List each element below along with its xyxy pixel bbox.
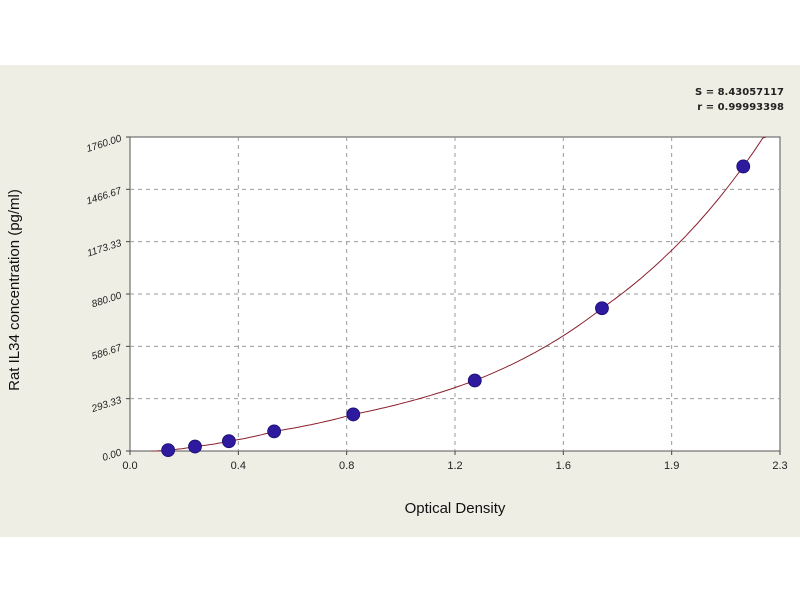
plot-area	[129, 136, 781, 452]
chart-panel: 0.0 0.4 0.8 1.2 1.6 1.9 2.3 0.00 293.33 586.67 88…	[0, 65, 800, 537]
fit-curve	[151, 136, 767, 452]
x-tick-label: 1.6	[556, 460, 571, 472]
y-tick-label: 1466.67	[85, 186, 123, 208]
data-point	[222, 434, 236, 449]
data-point	[467, 373, 482, 388]
x-tick-label: 0.8	[339, 460, 354, 472]
y-tick-label: 1173.33	[86, 238, 123, 260]
x-ticks: 0.0 0.4 0.8 1.2 1.6 1.9 2.3	[122, 451, 788, 472]
x-axis-label: Optical Density	[405, 500, 506, 517]
data-point	[736, 159, 751, 174]
y-tick-label: 880.00	[90, 290, 123, 310]
y-tick-label: 1760.00	[85, 133, 123, 155]
data-point	[161, 443, 176, 458]
chart: 0.0 0.4 0.8 1.2 1.6 1.9 2.3 0.00 293.33 586.67 88…	[6, 87, 788, 517]
data-point	[595, 301, 609, 316]
x-tick-label: 0.4	[231, 460, 246, 472]
x-tick-label: 1.9	[664, 460, 679, 472]
stat-s: S = 8.43057117	[695, 87, 784, 98]
data-point	[188, 439, 202, 454]
x-tick-label: 1.2	[447, 460, 462, 472]
y-ticks: 0.00 293.33 586.67 880.00 1173.33 1466.67 1760…	[85, 133, 130, 464]
y-axis-label: Rat IL34 concentration (pg/ml)	[6, 189, 23, 391]
y-tick-label: 0.00	[101, 447, 123, 464]
y-tick-label: 293.33	[89, 395, 123, 415]
data-point	[267, 424, 282, 439]
x-tick-label: 2.3	[772, 460, 787, 472]
y-tick-label: 586.67	[90, 343, 123, 363]
stat-r: r = 0.99993398	[697, 102, 784, 113]
data-points	[161, 159, 751, 458]
x-tick-label: 0.0	[122, 460, 137, 472]
data-point	[346, 407, 361, 422]
